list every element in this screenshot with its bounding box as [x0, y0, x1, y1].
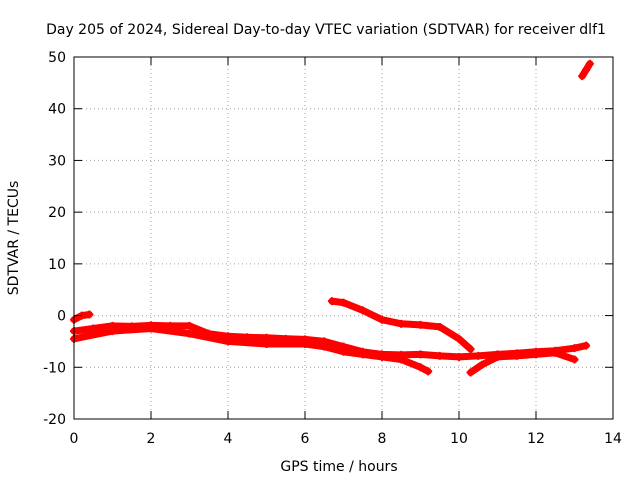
data-point — [358, 306, 367, 315]
data-point — [416, 363, 425, 372]
chart-title: Day 205 of 2024, Sidereal Day-to-day VTE… — [46, 22, 606, 38]
data-point — [89, 324, 98, 333]
data-point — [339, 347, 348, 356]
data-point — [466, 345, 475, 354]
data-point — [578, 72, 587, 81]
y-tick-label: -10 — [43, 360, 66, 376]
data-point — [185, 329, 194, 338]
data-point — [466, 368, 475, 377]
series-arc-d — [327, 297, 475, 354]
data-point — [582, 341, 591, 350]
y-tick-label: 10 — [48, 257, 66, 273]
data-point — [551, 348, 560, 357]
data-point — [301, 340, 309, 349]
data-point — [320, 342, 329, 351]
data-point — [435, 351, 444, 360]
data-point — [378, 352, 386, 361]
data-series — [70, 59, 594, 377]
data-point — [397, 355, 406, 364]
data-point — [327, 297, 336, 306]
data-point — [435, 322, 444, 331]
data-point — [585, 59, 594, 68]
data-point — [478, 360, 487, 369]
y-tick-label: 20 — [48, 205, 66, 221]
data-point — [147, 324, 155, 333]
data-point — [378, 315, 386, 324]
data-point — [424, 367, 433, 376]
axis-ticks — [73, 56, 614, 420]
y-axis-label: SDTVAR / TECUs — [6, 181, 22, 296]
data-point — [455, 334, 463, 343]
data-point — [570, 355, 579, 364]
data-point — [185, 321, 194, 330]
data-point — [262, 340, 271, 349]
grid-lines — [74, 57, 613, 419]
data-point — [493, 352, 502, 361]
data-point — [532, 350, 540, 359]
x-tick-label: 0 — [70, 431, 79, 447]
data-point — [570, 344, 579, 353]
y-tick-label: 30 — [48, 153, 66, 169]
x-tick-label: 12 — [527, 431, 545, 447]
y-tick-label: -20 — [43, 412, 66, 428]
x-tick-label: 6 — [301, 431, 310, 447]
data-point — [397, 319, 406, 328]
series-arc-f — [578, 59, 594, 81]
data-point — [108, 327, 117, 336]
data-point — [416, 320, 425, 329]
y-tick-label: 40 — [48, 102, 66, 118]
y-tick-label: 0 — [57, 309, 66, 325]
data-point — [582, 65, 591, 74]
x-tick-label: 10 — [450, 431, 468, 447]
x-tick-label: 4 — [224, 431, 233, 447]
data-point — [358, 350, 367, 359]
x-tick-label: 2 — [147, 431, 156, 447]
data-point — [416, 350, 425, 359]
data-point — [474, 351, 483, 360]
x-axis-label: GPS time / hours — [280, 459, 397, 475]
data-point — [85, 310, 94, 319]
series-arc-c — [70, 324, 433, 376]
y-tick-labels: -20 -10 0 10 20 30 40 50 — [43, 50, 66, 428]
y-tick-label: 50 — [48, 50, 66, 66]
series-arc-e — [466, 348, 579, 377]
x-tick-labels: 0 2 4 6 8 10 12 14 — [70, 431, 622, 447]
x-tick-label: 14 — [604, 431, 622, 447]
data-point — [512, 351, 521, 360]
plot-frame — [73, 56, 614, 420]
data-point — [339, 298, 348, 307]
x-tick-label: 8 — [378, 431, 387, 447]
data-point — [455, 352, 463, 361]
data-point — [224, 337, 232, 346]
